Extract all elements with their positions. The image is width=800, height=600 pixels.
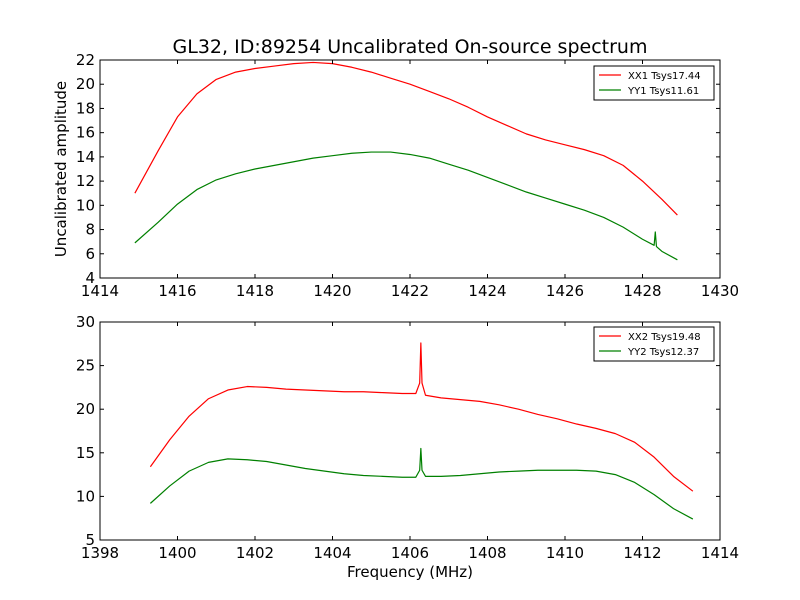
- x-tick-label: 1404: [313, 544, 351, 562]
- x-tick-label: 1398: [81, 544, 119, 562]
- y-tick-label: 18: [76, 99, 95, 117]
- x-tick-label: 1414: [701, 544, 739, 562]
- y-tick-label: 10: [76, 487, 95, 505]
- legend: XX2 Tsys19.48 YY2 Tsys12.37: [593, 326, 715, 362]
- y-tick-label: 5: [85, 531, 95, 549]
- x-tick-label: 1416: [158, 282, 196, 300]
- legend-label-1: XX2 Tsys19.48: [628, 332, 701, 343]
- x-tick-label: 1424: [468, 282, 506, 300]
- x-tick-label: 1408: [468, 544, 506, 562]
- y-tick-label: 16: [76, 124, 95, 142]
- top-panel: 1414 1416 1418 1420 1422 1424 1426 1428 14304681…: [76, 51, 739, 300]
- legend-box: [593, 65, 715, 101]
- legend-box: [593, 326, 715, 362]
- series-line-1: [134, 61, 678, 216]
- x-tick-label: 1430: [701, 282, 739, 300]
- y-tick-label: 8: [85, 221, 95, 239]
- x-tick-label: 1418: [236, 282, 274, 300]
- y-tick-label: 25: [76, 357, 95, 375]
- y-tick-label: 30: [76, 313, 95, 331]
- series-line-1: [149, 342, 694, 492]
- x-tick-label: 1428: [623, 282, 661, 300]
- legend-label-1: XX1 Tsys17.44: [628, 71, 701, 82]
- series-line-2: [134, 151, 678, 261]
- x-axis-label: Frequency (MHz): [347, 563, 473, 581]
- x-tick-label: 1402: [236, 544, 274, 562]
- x-tick-label: 1400: [158, 544, 196, 562]
- legend-label-2: YY1 Tsys11.61: [627, 86, 699, 97]
- x-tick-label: 1422: [391, 282, 429, 300]
- x-tick-label: 1420: [313, 282, 351, 300]
- y-tick-label: 15: [76, 444, 95, 462]
- legend-label-2: YY2 Tsys12.37: [627, 347, 699, 358]
- y-axis-label: Uncalibrated amplitude: [52, 81, 70, 257]
- x-tick-label: 1406: [391, 544, 429, 562]
- x-tick-label: 1410: [546, 544, 584, 562]
- chart-title: GL32, ID:89254 Uncalibrated On-source sp…: [173, 36, 648, 58]
- y-tick-label: 10: [76, 196, 95, 214]
- y-tick-label: 22: [76, 51, 95, 69]
- legend: XX1 Tsys17.44 YY1 Tsys11.61: [593, 65, 715, 101]
- x-tick-label: 1414: [81, 282, 119, 300]
- series-line-2: [149, 447, 694, 520]
- x-tick-label: 1412: [623, 544, 661, 562]
- x-tick-label: 1426: [546, 282, 584, 300]
- y-tick-label: 14: [76, 148, 95, 166]
- y-tick-label: 20: [76, 75, 95, 93]
- y-tick-label: 4: [85, 269, 95, 287]
- y-tick-label: 12: [76, 172, 95, 190]
- y-tick-label: 20: [76, 400, 95, 418]
- bottom-panel: 1398 1400 1402 1404 1406 1408 1410 1412 1414 5 10 1…: [76, 313, 739, 562]
- y-tick-label: 6: [85, 245, 95, 263]
